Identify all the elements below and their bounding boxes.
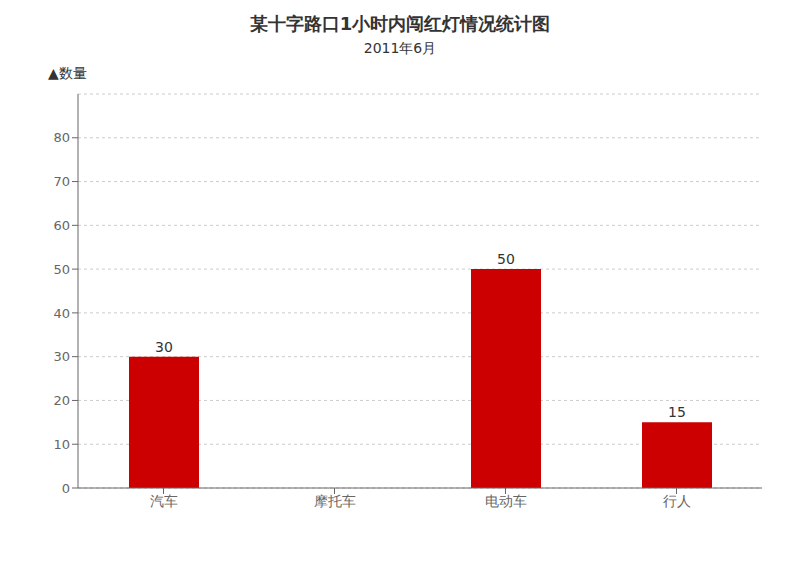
svg-text:汽车: 汽车 xyxy=(150,493,178,509)
svg-text:15: 15 xyxy=(668,404,686,420)
svg-text:电动车: 电动车 xyxy=(485,493,527,509)
html-text:2011年6月: 2011年6月 xyxy=(363,40,437,56)
svg-text:行人: 行人 xyxy=(663,493,691,509)
svg-text:10: 10 xyxy=(53,437,70,452)
html-text:某十字路口1小时内闯红灯情况统计图: 某十字路口1小时内闯红灯情况统计图 xyxy=(249,13,551,34)
svg-text:80: 80 xyxy=(53,130,70,145)
svg-text:30: 30 xyxy=(155,339,173,355)
svg-text:40: 40 xyxy=(53,306,70,321)
svg-text:30: 30 xyxy=(53,349,70,364)
svg-text:60: 60 xyxy=(53,218,70,233)
svg-text:70: 70 xyxy=(53,174,70,189)
svg-text:20: 20 xyxy=(53,393,70,408)
svg-text:摩托车: 摩托车 xyxy=(314,493,356,509)
svg-text:▲数量: ▲数量 xyxy=(48,65,87,81)
svg-text:50: 50 xyxy=(53,262,70,277)
svg-text:50: 50 xyxy=(497,251,515,267)
svg-text:0: 0 xyxy=(62,481,70,496)
